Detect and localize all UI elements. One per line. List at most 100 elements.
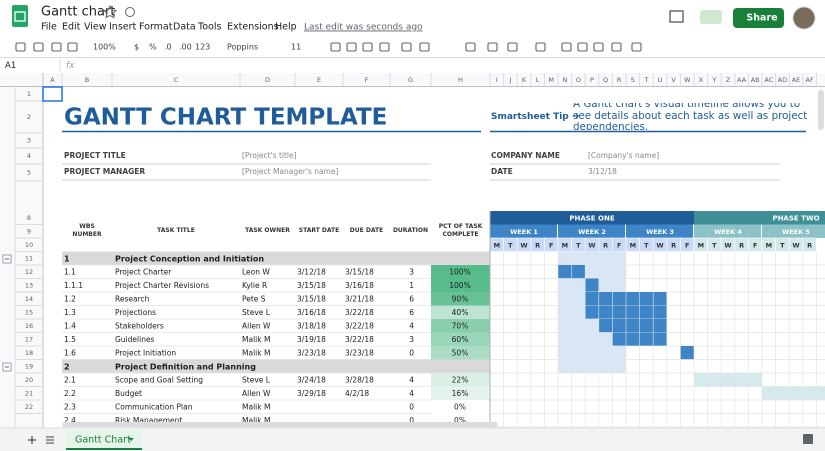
toolbar-icon[interactable] xyxy=(487,42,498,52)
menu-item[interactable]: Edit xyxy=(62,22,81,33)
tab-menu-arrow[interactable] xyxy=(128,438,134,441)
menu-item[interactable]: Tools xyxy=(197,22,221,33)
vertical-scrollbar[interactable] xyxy=(818,90,824,130)
row-header[interactable]: 22 xyxy=(25,403,33,411)
column-header[interactable]: D xyxy=(265,76,270,84)
menu-item[interactable]: Insert xyxy=(109,22,137,33)
row-header[interactable]: 17 xyxy=(25,335,33,343)
toolbar-icon[interactable] xyxy=(611,42,622,52)
column-header[interactable]: B xyxy=(85,76,89,84)
row-header[interactable]: 13 xyxy=(25,281,33,289)
avatar[interactable] xyxy=(792,6,816,30)
row-header[interactable]: 1 xyxy=(27,90,31,98)
toolbar-icon[interactable] xyxy=(561,42,572,52)
row-header[interactable]: 5 xyxy=(27,169,31,177)
menu-item[interactable]: View xyxy=(84,22,107,33)
column-header[interactable]: AE xyxy=(792,76,801,84)
row-header[interactable]: 14 xyxy=(25,295,33,303)
cloud-icon[interactable] xyxy=(125,7,135,17)
toolbar-icon[interactable] xyxy=(33,42,44,52)
column-header[interactable]: Y xyxy=(711,76,716,84)
row-header[interactable]: 19 xyxy=(25,362,33,370)
add-sheet-button[interactable] xyxy=(28,436,36,444)
toolbar-icon[interactable] xyxy=(379,42,390,52)
column-header[interactable]: K xyxy=(522,76,527,84)
column-header[interactable]: AC xyxy=(764,76,773,84)
comments-icon[interactable] xyxy=(669,10,684,23)
row-header[interactable]: 16 xyxy=(25,322,33,330)
column-header[interactable]: Q xyxy=(603,76,608,84)
toolbar-font[interactable]: Poppins xyxy=(227,43,258,52)
row-header[interactable]: 4 xyxy=(27,152,31,160)
row-header[interactable]: 9 xyxy=(27,227,31,235)
toolbar-icon[interactable] xyxy=(507,42,518,52)
column-header[interactable]: N xyxy=(562,76,567,84)
column-header[interactable]: W xyxy=(684,76,691,84)
last-edit[interactable]: Last edit was seconds ago xyxy=(304,23,423,33)
column-header[interactable]: C xyxy=(174,76,179,84)
doc-title[interactable]: Gantt chart xyxy=(41,5,115,20)
row-header[interactable]: 2 xyxy=(27,113,31,121)
row-header[interactable]: 11 xyxy=(25,254,33,262)
column-header[interactable]: AB xyxy=(751,76,760,84)
sheet-tab[interactable] xyxy=(66,428,142,450)
toolbar-increase-decimal[interactable]: .00 xyxy=(179,43,192,52)
toolbar-icon[interactable] xyxy=(401,42,412,52)
column-header[interactable]: S xyxy=(631,76,635,84)
menu-item[interactable]: Extensions xyxy=(227,22,279,33)
row-header[interactable]: 3 xyxy=(27,137,31,145)
horizontal-scrollbar[interactable] xyxy=(62,422,498,427)
all-sheets-button[interactable] xyxy=(46,436,54,444)
row-header[interactable]: 15 xyxy=(25,308,33,316)
menu-item[interactable]: Data xyxy=(173,22,196,33)
toolbar-icon[interactable] xyxy=(577,42,588,52)
toolbar-icon[interactable] xyxy=(346,42,357,52)
row-header[interactable]: 12 xyxy=(25,268,33,276)
column-header[interactable]: V xyxy=(671,76,676,84)
column-header[interactable]: AD xyxy=(778,76,787,84)
toolbar-icon[interactable] xyxy=(67,42,78,52)
menu-item[interactable]: Format xyxy=(139,22,173,33)
toolbar-percent[interactable]: % xyxy=(149,43,157,52)
column-header[interactable]: P xyxy=(590,76,594,84)
toolbar-decrease-decimal[interactable]: .0 xyxy=(164,43,172,52)
toolbar-format[interactable]: 123 xyxy=(195,43,210,52)
row-header[interactable]: 18 xyxy=(25,349,33,357)
column-header[interactable]: U xyxy=(658,76,663,84)
column-header[interactable]: O xyxy=(576,76,581,84)
column-header[interactable]: T xyxy=(643,76,648,84)
explore-button[interactable] xyxy=(803,434,813,444)
column-header[interactable]: R xyxy=(617,76,622,84)
toolbar-icon[interactable] xyxy=(593,42,604,52)
column-header[interactable]: E xyxy=(317,76,321,84)
row-header[interactable]: 8 xyxy=(27,214,31,222)
column-header[interactable]: I xyxy=(496,76,498,84)
column-header[interactable]: L xyxy=(536,76,540,84)
toolbar-icon[interactable] xyxy=(330,42,341,52)
toolbar-icon[interactable] xyxy=(419,42,430,52)
toolbar-icon[interactable] xyxy=(362,42,373,52)
column-header[interactable]: Z xyxy=(726,76,731,84)
toolbar-currency[interactable]: $ xyxy=(134,43,139,52)
toolbar-icon[interactable] xyxy=(631,42,642,52)
column-header[interactable]: J xyxy=(508,76,511,84)
column-header[interactable]: A xyxy=(50,76,55,84)
column-header[interactable]: AA xyxy=(737,76,747,84)
column-header[interactable]: G xyxy=(408,76,413,84)
star-icon[interactable] xyxy=(102,4,118,19)
menu-item[interactable]: Help xyxy=(275,22,297,33)
toolbar-icon[interactable] xyxy=(535,42,546,52)
row-header[interactable]: 20 xyxy=(25,376,33,384)
column-header[interactable]: H xyxy=(458,76,463,84)
toolbar-zoom[interactable]: 100% xyxy=(93,43,116,52)
column-header[interactable]: M xyxy=(548,76,554,84)
row-header[interactable]: 10 xyxy=(25,241,33,249)
meet-icon[interactable] xyxy=(700,10,722,24)
toolbar-font-size[interactable]: 11 xyxy=(291,43,301,52)
column-header[interactable]: F xyxy=(365,76,369,84)
toolbar-icon[interactable] xyxy=(15,42,26,52)
toolbar-icon[interactable] xyxy=(51,42,62,52)
menu-item[interactable]: File xyxy=(41,22,57,33)
toolbar-icon[interactable] xyxy=(465,42,476,52)
column-header[interactable]: AF xyxy=(806,76,814,84)
